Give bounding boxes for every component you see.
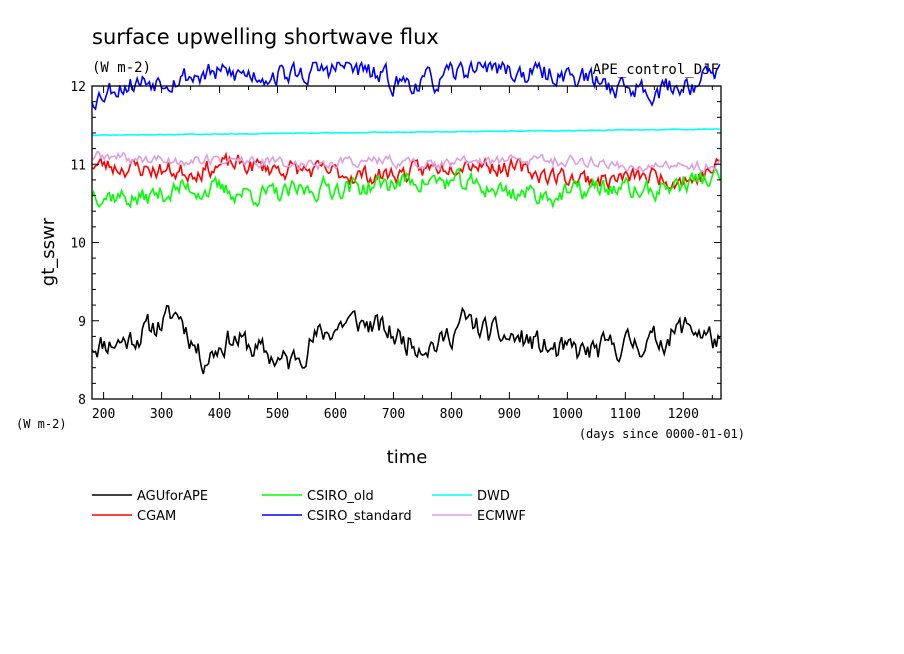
x-tick-label: 1100 xyxy=(610,407,641,422)
x-tick-label: 400 xyxy=(208,407,231,422)
x-tick-label: 200 xyxy=(92,407,115,422)
y-tick-label: 11 xyxy=(70,158,86,173)
y-tick-label: 12 xyxy=(70,80,86,95)
y-tick-label: 8 xyxy=(78,393,86,408)
legend-label-aguforape: AGUforAPE xyxy=(137,489,208,504)
series-line-aguforape xyxy=(91,304,721,375)
series-line-ecmwf xyxy=(91,150,721,174)
legend-label-csiro-old: CSIRO_old xyxy=(307,489,374,504)
legend-label-ecmwf: ECMWF xyxy=(477,509,526,524)
y-tick-label: 9 xyxy=(78,315,86,330)
series-line-dwd xyxy=(91,127,720,137)
plot-lines xyxy=(91,59,721,375)
y-axis-label: gt_sswr xyxy=(38,217,59,286)
annotation-label: APE_control_DJF xyxy=(593,62,719,78)
legend-label-csiro-standard: CSIRO_standard xyxy=(307,509,412,524)
y-axis-unit: (W m-2) xyxy=(16,417,67,431)
series-line-csiro-old xyxy=(91,167,721,210)
chart-title: surface upwelling shortwave flux xyxy=(92,25,439,49)
legend-label-dwd: DWD xyxy=(477,489,510,504)
title-units: (W m-2) xyxy=(92,60,151,76)
x-tick-label: 600 xyxy=(324,407,347,422)
x-axis-label: time xyxy=(387,447,428,468)
axis-ticks: 200 300 400 500 600 700 800 900 1000 1100 1200 8 9 10… xyxy=(70,80,721,422)
y-tick-label: 10 xyxy=(70,237,86,252)
x-tick-label: 1200 xyxy=(668,407,699,422)
x-tick-label: 900 xyxy=(498,407,521,422)
series-line-csiro-standard xyxy=(91,59,721,111)
legend-label-cgam: CGAM xyxy=(137,509,176,524)
x-tick-label: 800 xyxy=(440,407,463,422)
legend: AGUforAPE CGAM CSIRO_old CSIRO_standard DWD E… xyxy=(92,489,526,524)
x-axis-unit: (days since 0000-01-01) xyxy=(579,427,745,441)
x-tick-label: 500 xyxy=(266,407,289,422)
x-tick-label: 300 xyxy=(150,407,173,422)
x-tick-label: 1000 xyxy=(552,407,583,422)
x-tick-label: 700 xyxy=(382,407,405,422)
